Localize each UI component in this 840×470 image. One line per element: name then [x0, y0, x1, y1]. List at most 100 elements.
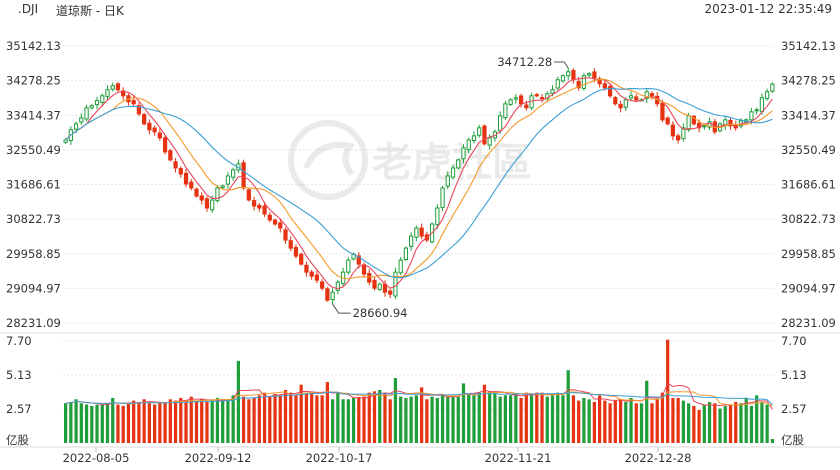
- candle-body: [173, 161, 178, 169]
- candle-body: [403, 247, 409, 261]
- candle-body: [157, 132, 162, 139]
- volume-bar: [378, 390, 382, 443]
- candle-body: [456, 159, 461, 169]
- volume-bar: [362, 396, 366, 443]
- candle-body: [304, 264, 309, 273]
- volume-bar: [126, 403, 131, 443]
- volume-bar: [74, 399, 78, 443]
- volume-bar: [660, 392, 665, 443]
- volume-bar: [629, 397, 633, 443]
- candle-body: [204, 198, 210, 209]
- volume-bar: [692, 405, 696, 443]
- candle-body: [314, 274, 320, 281]
- volume-bar: [707, 401, 712, 443]
- candle-body: [309, 271, 314, 277]
- candle-body: [566, 71, 571, 77]
- candle-body: [450, 167, 456, 178]
- volume-ma10-line: [65, 391, 773, 407]
- volume-bar: [718, 408, 722, 443]
- candle-body: [681, 127, 686, 140]
- volume-bar: [63, 403, 68, 443]
- volume-bar: [503, 395, 508, 443]
- candle-body: [320, 281, 325, 289]
- volume-bar: [205, 401, 209, 443]
- volume-bar: [592, 401, 597, 443]
- candle-body: [702, 125, 707, 128]
- price-tick-right: 28231.09: [781, 316, 836, 330]
- candle-body: [754, 109, 759, 112]
- volume-bar: [357, 397, 361, 443]
- candle-body: [414, 227, 419, 238]
- volume-bar: [200, 399, 204, 443]
- volume-bar: [702, 404, 706, 443]
- candle-body: [105, 89, 110, 97]
- price-tick-left: 29094.97: [6, 281, 61, 295]
- candle-body: [393, 271, 398, 297]
- volume-bar: [351, 397, 356, 443]
- volume-bar: [535, 392, 539, 443]
- candle-body: [325, 288, 330, 301]
- candle-body: [560, 75, 566, 82]
- candle-body: [335, 281, 340, 291]
- volume-bars: [63, 339, 775, 443]
- volume-bar: [304, 393, 309, 443]
- candle-body: [435, 207, 440, 226]
- candle-body: [613, 97, 618, 105]
- volume-bar: [69, 401, 73, 443]
- candle-body: [696, 122, 702, 129]
- volume-bar: [671, 397, 675, 443]
- candle-body: [278, 222, 283, 229]
- candle-body: [168, 150, 173, 161]
- price-tick-right: 29094.97: [781, 281, 836, 295]
- ma20-line: [65, 87, 773, 279]
- price-tick-right: 35142.13: [781, 39, 836, 53]
- volume-bar: [231, 395, 235, 443]
- candle-body: [660, 102, 665, 121]
- volume-bar: [755, 395, 759, 443]
- candle-body: [63, 139, 68, 143]
- volume-bar: [325, 382, 330, 443]
- volume-bar: [467, 393, 471, 443]
- candle-body: [199, 195, 204, 201]
- candle-body: [749, 111, 754, 121]
- candle-body: [618, 103, 623, 109]
- volume-bar: [79, 403, 83, 443]
- volume-bar: [734, 401, 738, 443]
- watermark-logo-mark: [303, 142, 356, 176]
- volume-bar: [341, 399, 345, 443]
- volume-bar: [749, 405, 754, 443]
- candle-body: [649, 93, 655, 97]
- price-tick-left: 30822.73: [6, 212, 61, 226]
- candle-body: [508, 99, 513, 105]
- volume-bar: [566, 370, 570, 443]
- price-tick-right: 30822.73: [781, 212, 836, 226]
- candle-body: [461, 147, 466, 160]
- volume-bar: [571, 395, 576, 443]
- candle-body: [691, 115, 696, 125]
- price-tick-right: 29958.85: [781, 247, 836, 261]
- volume-bar: [697, 409, 701, 443]
- candle-body: [267, 214, 272, 221]
- volume-bar: [330, 399, 335, 443]
- candle-body: [178, 168, 183, 175]
- candle-body: [367, 273, 372, 283]
- volume-bar: [221, 399, 225, 443]
- volume-bar: [215, 397, 220, 443]
- price-tick-left: 29958.85: [6, 247, 61, 261]
- volume-bar: [713, 403, 717, 443]
- volume-bar: [477, 392, 481, 443]
- volume-bar: [655, 399, 659, 443]
- candle-body: [372, 279, 377, 289]
- time-tick-label: 2022-10-17: [306, 451, 373, 465]
- volume-bar: [132, 400, 136, 443]
- volume-bar: [550, 395, 555, 443]
- volume-bar: [95, 404, 99, 443]
- volume-bar: [482, 384, 487, 443]
- watermark: 老虎社區: [288, 120, 532, 200]
- volume-bar: [556, 392, 560, 443]
- volume-bar: [268, 396, 272, 443]
- timestamp: 2023-01-12 22:35:49: [704, 2, 832, 16]
- candle-body: [194, 188, 199, 197]
- candle-body: [377, 283, 382, 290]
- volume-bar: [147, 403, 152, 443]
